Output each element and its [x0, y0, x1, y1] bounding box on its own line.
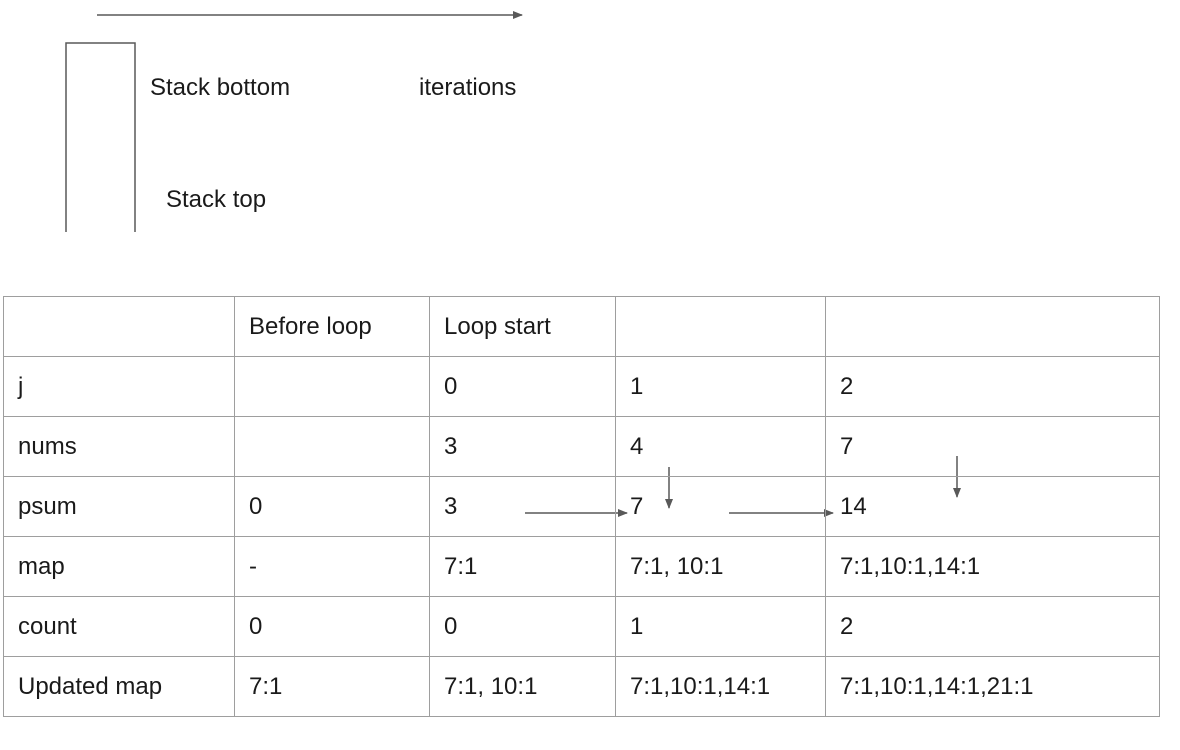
table-cell: 2 [825, 356, 1160, 417]
table-cell: 1 [615, 356, 826, 417]
row-label: map [3, 536, 235, 597]
row-label: count [3, 596, 235, 657]
table-cell: 7 [615, 476, 826, 537]
table-cell: 7:1 [429, 536, 616, 597]
table-cell: 0 [429, 356, 616, 417]
table-header-row: Before loop Loop start [3, 296, 1160, 357]
header-cell-before-loop: Before loop [234, 296, 430, 357]
table-cell: 0 [234, 596, 430, 657]
stack-top-label: Stack top [166, 186, 267, 213]
stack-bottom-label: Stack bottom [150, 74, 291, 101]
table-cell: 7 [825, 416, 1160, 477]
table-cell [234, 416, 430, 477]
header-cell [3, 296, 235, 357]
table-cell: - [234, 536, 430, 597]
trace-table: Before loop Loop start j 0 1 2 nums 3 4 … [3, 296, 1160, 717]
header-cell [615, 296, 826, 357]
table-cell: 7:1,10:1,14:1 [825, 536, 1160, 597]
row-label: psum [3, 476, 235, 537]
table-cell [234, 356, 430, 417]
table-row-j: j 0 1 2 [3, 356, 1160, 417]
table-cell: 4 [615, 416, 826, 477]
table-cell: 7:1, 10:1 [429, 656, 616, 717]
table-cell: 14 [825, 476, 1160, 537]
header-cell [825, 296, 1160, 357]
iterations-label: iterations [419, 74, 517, 101]
table-cell: 0 [429, 596, 616, 657]
row-label: Updated map [3, 656, 235, 717]
stack-outline [65, 42, 136, 232]
table-cell: 1 [615, 596, 826, 657]
row-label: nums [3, 416, 235, 477]
table-row-nums: nums 3 4 7 [3, 416, 1160, 477]
table-row-map: map - 7:1 7:1, 10:1 7:1,10:1,14:1 [3, 536, 1160, 597]
table-cell: 2 [825, 596, 1160, 657]
table-cell: 7:1,10:1,14:1,21:1 [825, 656, 1160, 717]
table-cell: 7:1,10:1,14:1 [615, 656, 826, 717]
table-cell: 3 [429, 476, 616, 537]
table-cell: 7:1 [234, 656, 430, 717]
table-cell: 0 [234, 476, 430, 537]
table-row-psum: psum 0 3 7 14 [3, 476, 1160, 537]
table-row-updated-map: Updated map 7:1 7:1, 10:1 7:1,10:1,14:1 … [3, 656, 1160, 717]
table-cell: 7:1, 10:1 [615, 536, 826, 597]
row-label: j [3, 356, 235, 417]
table-row-count: count 0 0 1 2 [3, 596, 1160, 657]
table-cell: 3 [429, 416, 616, 477]
header-cell-loop-start: Loop start [429, 296, 616, 357]
